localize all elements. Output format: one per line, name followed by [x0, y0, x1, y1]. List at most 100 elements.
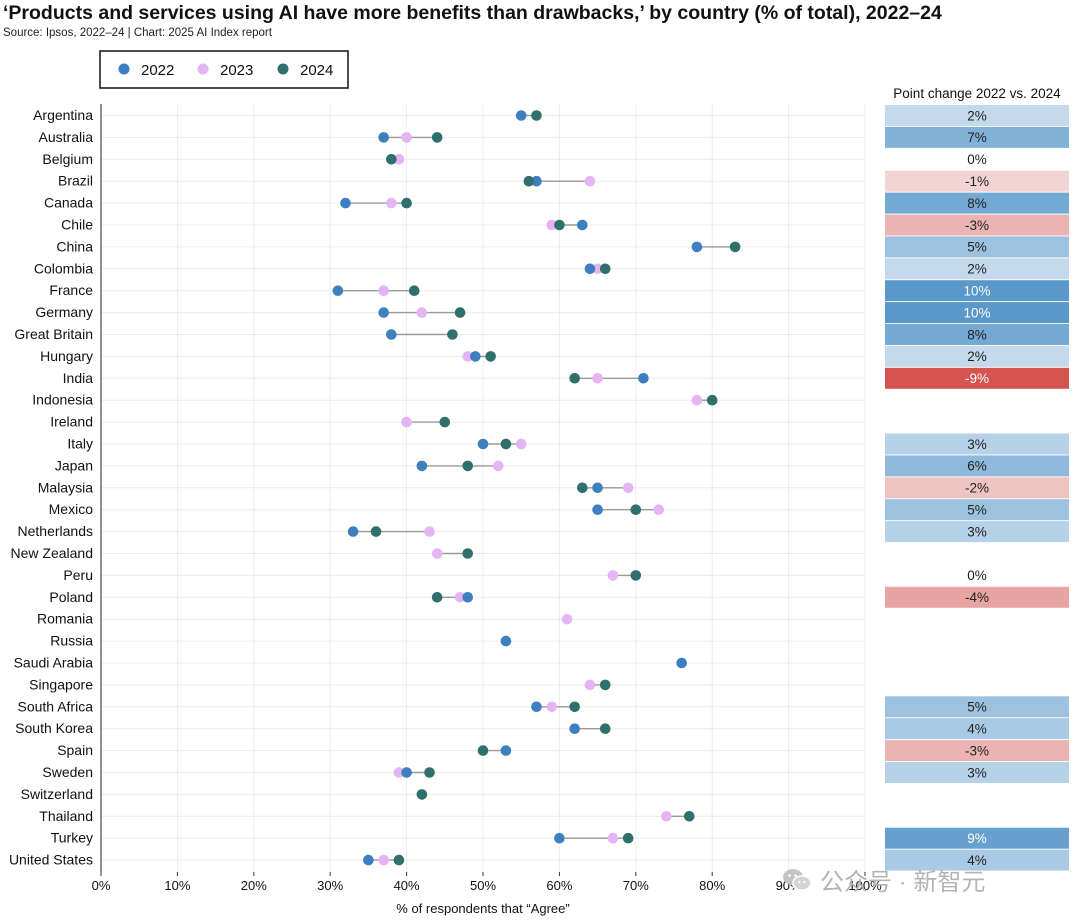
change-label: 2%	[967, 108, 987, 123]
change-label: 3%	[967, 437, 987, 452]
point-2023	[584, 679, 596, 691]
point-2024	[599, 263, 611, 275]
legend-marker-2022	[118, 63, 130, 75]
point-2023	[622, 482, 634, 494]
change-label: 0%	[967, 152, 987, 167]
country-label: Hungary	[40, 348, 93, 364]
point-2022	[676, 657, 687, 669]
point-2024	[401, 197, 412, 209]
change-cell	[885, 126, 1069, 148]
watermark-text: 公众号 · 新智元	[820, 869, 986, 896]
country-label: Ireland	[50, 414, 93, 430]
point-2024	[386, 154, 397, 165]
country-label: Russia	[50, 633, 93, 649]
point-2024	[439, 416, 451, 428]
point-2022	[347, 526, 359, 537]
country-label: Indonesia	[32, 392, 93, 408]
change-cell	[885, 214, 1069, 236]
point-2022	[691, 241, 703, 253]
country-label: Canada	[44, 195, 93, 211]
change-label: 8%	[967, 327, 987, 342]
change-cell	[885, 324, 1069, 345]
point-2024	[393, 854, 405, 866]
country-label: Thailand	[39, 808, 93, 824]
chart-source: Source: Ipsos, 2022–24 | Chart: 2025 AI …	[3, 27, 272, 39]
point-2024	[485, 351, 496, 362]
point-2022	[378, 307, 389, 318]
change-label: 0%	[967, 568, 987, 583]
change-label: 5%	[967, 700, 987, 715]
point-2024	[531, 110, 542, 121]
point-2024	[454, 307, 466, 318]
change-label: 2%	[967, 349, 987, 364]
point-2023	[546, 219, 558, 231]
change-cell	[885, 105, 1069, 126]
point-2024	[500, 438, 512, 450]
point-2022	[462, 592, 474, 603]
country-label: Turkey	[51, 830, 93, 846]
change-label: -1%	[965, 174, 989, 189]
change-cell	[885, 302, 1069, 324]
change-label: 10%	[963, 284, 990, 299]
x-tick-label: 40%	[394, 878, 420, 893]
country-label: Chile	[61, 217, 93, 233]
x-tick-label: 70%	[623, 878, 649, 893]
legend-box	[99, 50, 349, 89]
country-label: Poland	[49, 589, 93, 605]
x-tick-label: 80%	[699, 878, 725, 893]
x-axis-label: % of respondents that “Agree”	[396, 901, 569, 916]
legend-marker-2024	[277, 63, 289, 75]
country-label: United States	[9, 852, 93, 868]
country-label: Spain	[57, 742, 93, 758]
change-cell	[885, 499, 1069, 521]
change-cell	[885, 849, 1069, 871]
change-label: 7%	[967, 130, 987, 145]
point-2024	[523, 175, 535, 187]
point-2022	[500, 745, 512, 756]
point-2024	[577, 482, 588, 494]
change-cell	[885, 762, 1069, 783]
point-2024	[706, 394, 718, 406]
point-2023	[661, 811, 672, 822]
country-label: Switzerland	[21, 786, 93, 802]
change-cell	[885, 192, 1069, 214]
point-2023	[584, 175, 596, 187]
change-cell	[885, 827, 1069, 849]
point-2022	[592, 482, 603, 494]
point-2024	[729, 241, 741, 253]
change-cell	[885, 586, 1069, 608]
legend-label-2023: 2023	[220, 62, 253, 79]
point-2023	[393, 767, 405, 778]
point-2024	[599, 723, 611, 734]
country-label: China	[56, 238, 93, 254]
point-2022	[638, 373, 649, 384]
country-label: Australia	[39, 129, 94, 145]
point-2024	[622, 832, 634, 844]
change-label: 4%	[967, 853, 987, 868]
change-cell	[885, 280, 1069, 302]
x-tick-label: 30%	[317, 878, 343, 893]
point-2022	[569, 723, 580, 734]
point-2023	[561, 613, 573, 625]
point-2023	[592, 263, 603, 275]
country-label: Colombia	[34, 260, 93, 276]
country-label: South Africa	[18, 698, 94, 714]
country-label: Great Britain	[14, 326, 93, 342]
country-label: Romania	[37, 611, 93, 627]
point-2023	[653, 504, 665, 515]
point-2024	[569, 701, 580, 713]
country-label: France	[49, 282, 93, 298]
point-2022	[332, 285, 344, 297]
point-2024	[447, 329, 458, 340]
change-label: 4%	[967, 722, 987, 737]
point-2022	[386, 329, 397, 340]
point-2022	[584, 263, 596, 275]
change-cell	[885, 148, 1069, 170]
change-label: 10%	[963, 305, 990, 320]
legend-label-2024: 2024	[300, 62, 333, 79]
change-label: -3%	[965, 743, 989, 758]
change-cell	[885, 170, 1069, 192]
country-label: Malaysia	[38, 479, 93, 495]
point-2022	[477, 438, 489, 450]
point-2022	[340, 197, 351, 209]
